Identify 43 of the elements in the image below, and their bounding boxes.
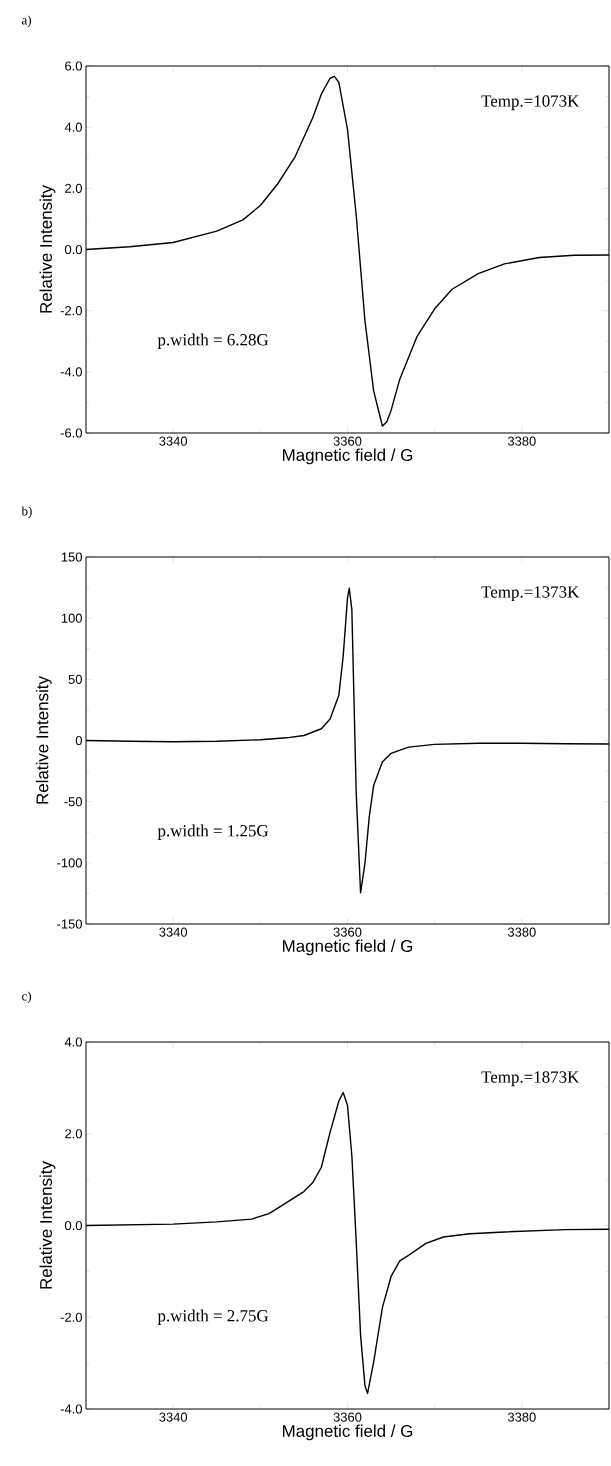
x-axis-title: Magnetic field / G	[283, 448, 413, 465]
y-tick-label: 6.0	[65, 61, 82, 71]
y-tick-label: 0.0	[64, 244, 82, 255]
y-tick-label: 2.0	[65, 183, 82, 193]
chart-title: c)	[22, 991, 32, 1004]
x-tick-label: 3380	[507, 1412, 536, 1422]
x-tick-label: 3380	[507, 927, 536, 937]
y-tick-label: 50	[68, 674, 82, 684]
y-tick-label: -2.0	[60, 306, 82, 316]
annotation: Temp.=1873K	[481, 1071, 580, 1087]
y-tick-label: -100	[57, 858, 82, 868]
x-tick-label: 3380	[507, 436, 536, 446]
y-tick-label: 0.0	[64, 1220, 82, 1231]
y-tick-label: 0	[75, 735, 82, 746]
x-tick-label: 3360	[333, 1412, 362, 1422]
x-tick-label: 3340	[159, 1412, 188, 1422]
annotation: Temp.=1373K	[481, 586, 580, 602]
y-axis-title: Relative Intensity	[39, 1161, 56, 1289]
chart-title: b)	[21, 506, 32, 519]
x-tick-label: 3360	[333, 436, 362, 446]
y-tick-label: 2.0	[65, 1129, 82, 1139]
annotation: Temp.=1073K	[481, 95, 580, 111]
y-axis-title: Relative Intensity	[39, 185, 56, 313]
y-tick-label: -6.0	[60, 428, 82, 438]
y-tick-label: 4.0	[64, 1037, 82, 1047]
chart-title: a)	[21, 15, 32, 28]
y-tick-label: 150	[61, 552, 82, 562]
annotation: p.width = 1.25G	[157, 824, 269, 840]
y-tick-label: -2.0	[60, 1312, 82, 1322]
x-axis-title: Magnetic field / G	[283, 939, 413, 956]
x-tick-label: 3340	[159, 927, 188, 937]
y-axis-title: Relative Intensity	[35, 676, 52, 804]
x-tick-label: 3360	[333, 927, 362, 937]
annotation: p.width = 6.28G	[157, 333, 269, 349]
x-tick-label: 3340	[159, 436, 188, 446]
x-axis-title: Magnetic field / G	[283, 1424, 413, 1441]
y-tick-label: -150	[57, 919, 82, 929]
y-tick-label: 4.0	[64, 122, 82, 132]
y-tick-label: -4.0	[60, 1404, 82, 1414]
y-tick-label: 100	[61, 613, 82, 623]
y-tick-label: -50	[64, 797, 82, 807]
y-tick-label: -4.0	[60, 367, 82, 377]
annotation: p.width = 2.75G	[157, 1309, 269, 1325]
